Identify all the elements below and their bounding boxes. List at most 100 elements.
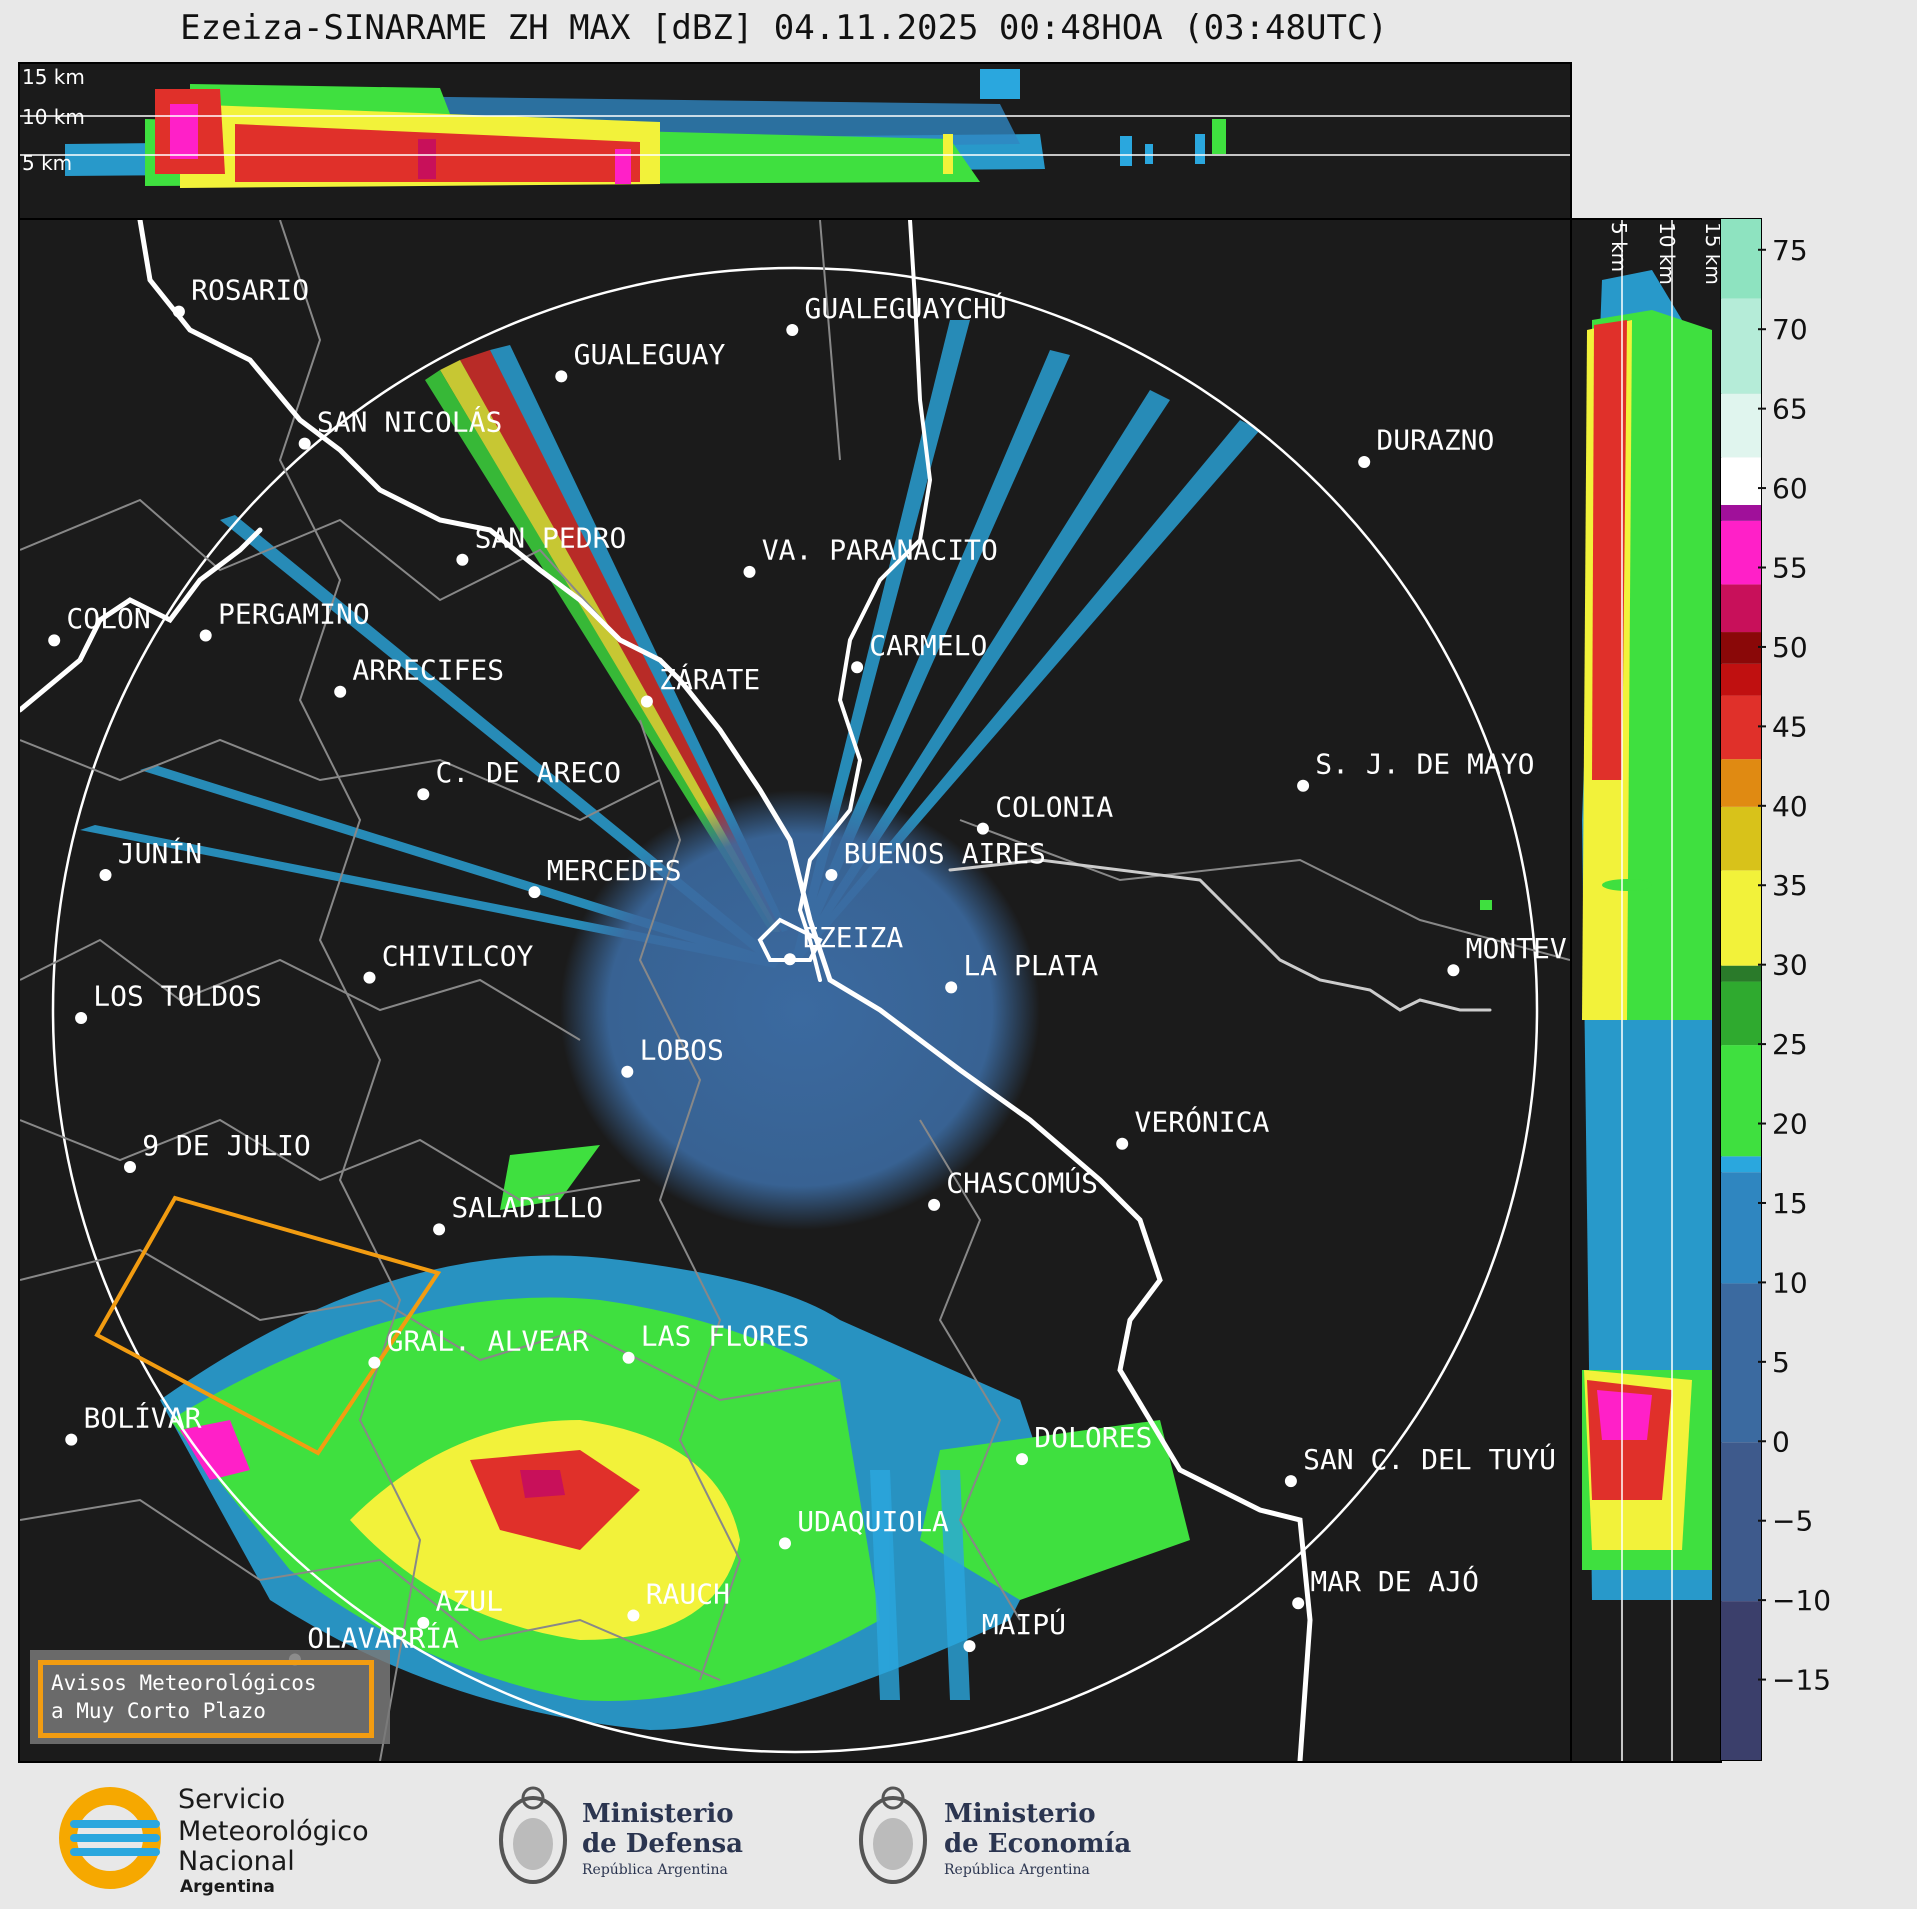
city-marker-veronica[interactable] [1116, 1137, 1129, 1150]
city-marker-azul[interactable] [417, 1616, 430, 1629]
city-marker-durazno[interactable] [1358, 456, 1371, 468]
colorbar-segment [1721, 695, 1761, 760]
city-label-buenos-aires: BUENOS AIRES [844, 837, 1046, 870]
city-marker-montevideo[interactable] [1447, 964, 1460, 977]
city-marker-san-c-del-tuyu[interactable] [1284, 1475, 1297, 1488]
city-marker-los-toldos[interactable] [75, 1012, 88, 1024]
colorbar-segment [1721, 981, 1761, 1046]
city-marker-dolores[interactable] [1016, 1453, 1028, 1466]
city-marker-zarate[interactable] [640, 695, 653, 708]
defensa-line3: República Argentina [582, 1862, 728, 1878]
city-label-san-pedro: SAN PEDRO [475, 522, 627, 555]
city-marker-las-flores[interactable] [622, 1351, 635, 1364]
colorbar-segment [1721, 1283, 1761, 1443]
city-marker-chivilcoy[interactable] [363, 971, 376, 984]
city-marker-buenos-aires[interactable] [825, 869, 838, 881]
colorbar-segment [1721, 759, 1761, 807]
city-marker-mar-de-ajo[interactable] [1292, 1597, 1305, 1610]
colorbar-tick-label: 40 [1772, 790, 1808, 823]
city-marker-colonia[interactable] [976, 822, 989, 835]
city-label-mar-de-ajo: MAR DE AJÓ [1310, 1564, 1479, 1598]
precipitation-field [160, 1145, 1190, 1730]
city-marker-rosario[interactable] [172, 305, 185, 318]
colorbar-segment [1721, 870, 1761, 966]
city-marker-saladillo[interactable] [433, 1223, 446, 1236]
city-marker-gral-alvear[interactable] [368, 1356, 381, 1369]
city-label-san-nicolas: SAN NICOLÁS [317, 404, 502, 438]
colorbar-tick-label: −15 [1772, 1664, 1831, 1697]
city-label-arrecifes: ARRECIFES [352, 654, 504, 687]
colorbar-tick-label: 0 [1772, 1425, 1790, 1458]
colorbar-segment [1721, 219, 1761, 299]
city-label-mercedes: MERCEDES [547, 854, 682, 887]
city-marker-gualeguaychu[interactable] [786, 324, 799, 336]
city-marker-c-de-areco[interactable] [417, 788, 430, 801]
city-label-chivilcoy: CHIVILCOY [382, 939, 534, 972]
radar-map[interactable]: ROSARIO GUALEGUAYCHÚ GUALEGUAY SAN NICOLÁS D… [18, 218, 1572, 1763]
colorbar-segment [1721, 663, 1761, 696]
colorbar-segment [1721, 504, 1761, 521]
city-label-dolores: DOLORES [1034, 1421, 1152, 1454]
city-marker-chascomus[interactable] [928, 1198, 941, 1211]
city-marker-bolivar[interactable] [65, 1433, 78, 1446]
city-marker-va-paranacito[interactable] [743, 565, 756, 578]
side-height-profile: 5 km 10 km 15 km [1570, 218, 1722, 1763]
city-label-udaquiola: UDAQUIOLA [797, 1505, 949, 1538]
colorbar-segment [1721, 1156, 1761, 1173]
city-layer: ROSARIO GUALEGUAYCHÚ GUALEGUAY SAN NICOLÁS D… [48, 273, 1567, 1666]
city-label-rauch: RAUCH [646, 1577, 730, 1610]
city-label-pergamino: PERGAMINO [218, 597, 370, 630]
coat-of-arms-icon [499, 1786, 567, 1884]
city-marker-san-pedro[interactable] [456, 553, 469, 566]
colorbar-tick-label: 30 [1772, 949, 1808, 982]
colorbar-segment [1721, 584, 1761, 633]
city-marker-la-plata[interactable] [945, 981, 958, 994]
page-title: Ezeiza-SINARAME ZH MAX [dBZ] 04.11.2025 … [180, 8, 1388, 48]
city-marker-san-nicolas[interactable] [298, 437, 311, 450]
colorbar-tick-label: 55 [1772, 552, 1808, 585]
city-label-saladillo: SALADILLO [451, 1191, 603, 1224]
city-marker-pergamino[interactable] [199, 629, 212, 642]
city-label-san-c-del-tuyu: SAN C. DEL TUYÚ [1303, 1442, 1556, 1476]
city-label-montevideo: MONTEV [1466, 932, 1567, 965]
city-marker-s-j-de-mayo[interactable] [1297, 779, 1310, 792]
colorbar-tick-label: 10 [1772, 1266, 1808, 1299]
city-label-va-paranacito: VA. PARANACITO [762, 534, 998, 567]
city-marker-ezeiza[interactable] [783, 953, 796, 966]
warning-polygon[interactable] [94, 1195, 442, 1456]
city-marker-colon[interactable] [48, 634, 61, 647]
city-label-colonia: COLONIA [995, 790, 1113, 823]
colorbar-segment [1721, 1172, 1761, 1284]
city-marker-lobos[interactable] [621, 1065, 634, 1078]
colorbar-segment [1721, 520, 1761, 585]
city-marker-rauch[interactable] [627, 1609, 640, 1622]
city-label-colon: COLON [66, 602, 150, 635]
colorbar-segment [1721, 1442, 1761, 1602]
city-marker-9-de-julio[interactable] [124, 1161, 136, 1173]
city-marker-maipu[interactable] [963, 1640, 976, 1653]
side-level-5km-label: 5 km [1607, 222, 1631, 272]
colorbar-tick-label: −5 [1772, 1505, 1813, 1538]
range-ring [51, 266, 1539, 1754]
warning-legend-frame: Avisos Meteorológicos a Muy Corto Plazo [38, 1660, 374, 1738]
city-marker-arrecifes[interactable] [334, 685, 347, 698]
city-marker-junin[interactable] [99, 869, 112, 881]
colorbar-tick-label: 75 [1772, 234, 1808, 267]
coat-of-arms-icon [859, 1786, 927, 1884]
city-marker-gualeguay[interactable] [555, 370, 568, 383]
city-label-lobos: LOBOS [640, 1034, 724, 1067]
smn-line1: Servicio [178, 1784, 285, 1815]
level-10km-label: 10 km [22, 105, 85, 129]
colorbar-segment [1721, 632, 1761, 664]
economia-line3: República Argentina [944, 1862, 1090, 1878]
colorbar-tick-label: 15 [1772, 1187, 1808, 1220]
city-label-carmelo: CARMELO [869, 629, 987, 662]
city-label-gral-alvear: GRAL. ALVEAR [387, 1324, 589, 1357]
footer-logos: Servicio Meteorológico Nacional Argentin… [0, 1760, 1917, 1909]
colorbar-tick-label: 45 [1772, 710, 1808, 743]
city-label-rosario: ROSARIO [191, 273, 309, 306]
city-marker-mercedes[interactable] [528, 886, 541, 899]
city-marker-carmelo[interactable] [851, 661, 864, 674]
city-label-9-de-julio: 9 DE JULIO [142, 1129, 311, 1162]
city-marker-udaquiola[interactable] [779, 1537, 791, 1550]
